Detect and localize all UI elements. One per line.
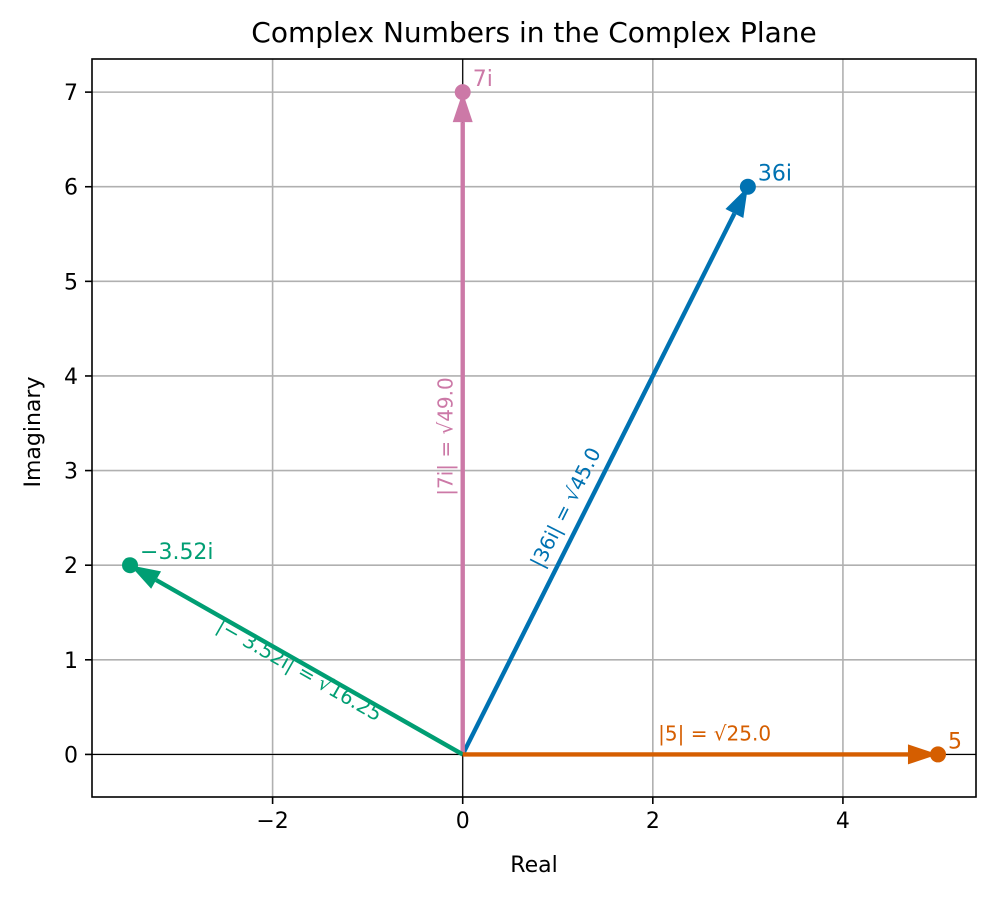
chart-title: Complex Numbers in the Complex Plane: [251, 16, 816, 49]
y-tick-label: 4: [64, 365, 78, 390]
y-tick-label: 7: [64, 81, 78, 106]
y-tick-label: 2: [64, 554, 78, 579]
vector-shaft: [462, 752, 908, 757]
y-tick-label: 1: [64, 649, 78, 674]
vector-arrowhead: [907, 744, 938, 765]
vector-magnitude-label: |5| = √25.0: [658, 721, 771, 745]
vector-7i: 7i |7i| = √49.0: [434, 67, 493, 755]
vector-arrowhead: [130, 565, 162, 589]
vector-shaft: [155, 578, 464, 757]
x-tick-label: 4: [836, 809, 850, 834]
vector-shaft: [460, 122, 465, 755]
vector-endpoint-marker: [122, 557, 139, 574]
y-tick-label: 5: [64, 270, 78, 295]
x-tick-label: −2: [256, 809, 288, 834]
vector-point-label: −3.52i: [140, 540, 214, 565]
ticks: −2 0 2 4 0 1 2 3 4 5 6 7: [64, 81, 850, 834]
vector-36i: 36i|36i| = √45.0: [460, 162, 792, 756]
x-tick-label: 2: [646, 809, 660, 834]
x-tick-label: 0: [456, 809, 470, 834]
vector-point-label: 5: [948, 729, 962, 754]
vector-point-label: 7i: [473, 67, 493, 92]
y-tick-label: 6: [64, 176, 78, 201]
vector-endpoint-marker: [739, 178, 756, 195]
vector-arrowhead: [452, 92, 473, 123]
vector-magnitude-label: |− 3.52i| = √16.25: [213, 613, 387, 726]
vector-shaft: [460, 212, 737, 756]
vector-5: 5 |5| = √25.0: [462, 721, 962, 765]
vector-point-label: 36i: [758, 162, 792, 187]
grid: [92, 59, 976, 797]
vector-−3.52i: −3.52i |− 3.52i| = √16.25: [122, 540, 464, 757]
vector-magnitude-label: |7i| = √49.0: [434, 377, 458, 496]
vector-endpoint-marker: [929, 746, 946, 763]
vector-endpoint-marker: [454, 84, 471, 101]
y-tick-label: 0: [64, 743, 78, 768]
vector-arrowhead: [725, 186, 748, 219]
x-axis-label: Real: [510, 853, 557, 878]
y-tick-label: 3: [64, 460, 78, 485]
plot-frame: [91, 58, 977, 798]
y-axis-label: Imaginary: [21, 377, 46, 488]
